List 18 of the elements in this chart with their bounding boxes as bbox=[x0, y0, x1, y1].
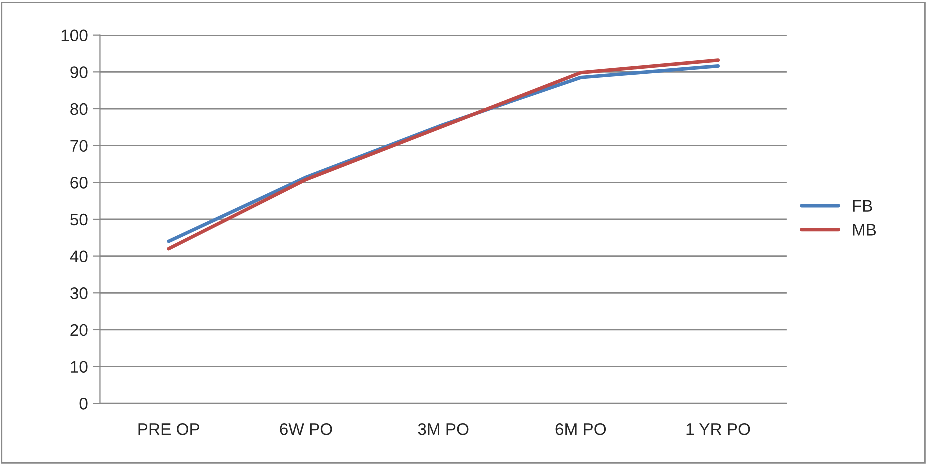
y-tick-label: 40 bbox=[70, 250, 88, 263]
y-tick-label: 100 bbox=[62, 30, 88, 42]
x-tick-label: 6M PO bbox=[556, 424, 606, 436]
legend-label: FB bbox=[853, 200, 872, 212]
x-tick-label: 3M PO bbox=[418, 424, 469, 436]
y-tick-label: 0 bbox=[80, 398, 88, 410]
y-tick-label: 30 bbox=[70, 288, 88, 300]
y-tick-label: 20 bbox=[70, 324, 88, 336]
legend-label: MB bbox=[853, 224, 876, 236]
y-tick-label: 70 bbox=[70, 140, 88, 152]
y-tick-label: 90 bbox=[70, 66, 88, 78]
y-tick-label: 80 bbox=[70, 103, 88, 116]
y-tick-label: 50 bbox=[70, 214, 88, 226]
x-tick-label: PRE OP bbox=[138, 424, 200, 436]
x-tick-label: 6W PO bbox=[280, 424, 332, 436]
y-tick-label: 10 bbox=[71, 361, 88, 373]
x-tick-label: 1 YR PO bbox=[686, 424, 750, 436]
y-tick-label: 60 bbox=[70, 177, 88, 189]
